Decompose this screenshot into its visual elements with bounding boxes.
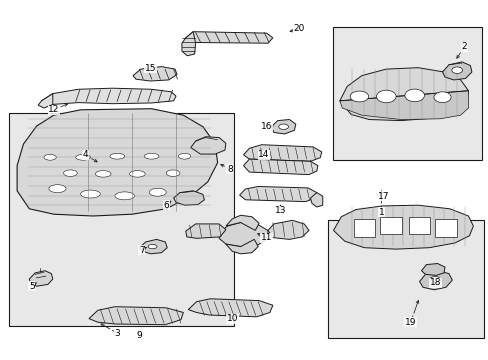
- Polygon shape: [243, 145, 321, 161]
- Polygon shape: [339, 68, 468, 121]
- Text: 12: 12: [48, 105, 60, 114]
- Ellipse shape: [63, 170, 77, 176]
- Text: 18: 18: [428, 278, 440, 287]
- Text: 17: 17: [377, 192, 389, 201]
- Ellipse shape: [49, 185, 66, 193]
- Ellipse shape: [110, 153, 124, 159]
- Ellipse shape: [451, 67, 462, 73]
- Polygon shape: [225, 239, 258, 254]
- Bar: [408, 217, 429, 234]
- Polygon shape: [17, 109, 217, 216]
- Polygon shape: [225, 215, 259, 230]
- Text: 15: 15: [144, 64, 156, 73]
- Polygon shape: [442, 62, 471, 80]
- Text: 2: 2: [461, 42, 467, 51]
- Ellipse shape: [433, 92, 450, 103]
- Text: 20: 20: [293, 24, 305, 33]
- Polygon shape: [419, 271, 451, 290]
- Ellipse shape: [95, 171, 111, 177]
- Polygon shape: [185, 224, 225, 238]
- Ellipse shape: [148, 244, 157, 249]
- Polygon shape: [139, 239, 167, 254]
- Text: 4: 4: [82, 150, 88, 159]
- Ellipse shape: [429, 276, 440, 284]
- Polygon shape: [310, 193, 322, 207]
- Polygon shape: [182, 32, 195, 56]
- Polygon shape: [339, 91, 468, 120]
- Polygon shape: [421, 264, 444, 275]
- Polygon shape: [89, 307, 183, 325]
- Ellipse shape: [278, 124, 288, 130]
- Polygon shape: [188, 299, 272, 317]
- Bar: [9, 113, 233, 326]
- Text: 3: 3: [114, 328, 120, 338]
- Ellipse shape: [349, 91, 368, 102]
- Ellipse shape: [166, 170, 180, 176]
- Ellipse shape: [129, 171, 145, 177]
- Polygon shape: [243, 159, 317, 175]
- Polygon shape: [271, 120, 295, 134]
- Bar: [434, 219, 456, 237]
- Bar: [327, 220, 483, 338]
- Ellipse shape: [178, 153, 190, 159]
- Ellipse shape: [376, 90, 395, 103]
- Text: 6: 6: [163, 201, 169, 210]
- Polygon shape: [267, 220, 308, 239]
- Ellipse shape: [115, 192, 134, 200]
- Text: 7: 7: [139, 246, 144, 255]
- Bar: [332, 27, 481, 160]
- Polygon shape: [133, 67, 177, 81]
- Ellipse shape: [144, 153, 159, 159]
- Ellipse shape: [44, 154, 56, 160]
- Ellipse shape: [149, 188, 166, 196]
- Polygon shape: [173, 191, 204, 205]
- Text: 9: 9: [136, 331, 142, 340]
- Ellipse shape: [76, 154, 90, 160]
- Polygon shape: [29, 271, 53, 286]
- Bar: [380, 217, 401, 234]
- Polygon shape: [185, 32, 272, 43]
- Text: 19: 19: [404, 318, 416, 327]
- Ellipse shape: [404, 89, 424, 102]
- Polygon shape: [333, 205, 472, 249]
- Text: 14: 14: [258, 150, 269, 159]
- Polygon shape: [239, 186, 316, 202]
- Polygon shape: [219, 222, 267, 247]
- Text: 8: 8: [226, 165, 232, 174]
- Text: 10: 10: [226, 314, 238, 323]
- Polygon shape: [190, 137, 225, 154]
- Text: 11: 11: [260, 233, 272, 242]
- Text: 13: 13: [275, 206, 286, 215]
- Polygon shape: [38, 94, 53, 108]
- Text: 16: 16: [260, 122, 272, 131]
- Text: 1: 1: [378, 208, 384, 217]
- Polygon shape: [41, 88, 176, 104]
- Bar: [353, 219, 374, 237]
- Text: 5: 5: [29, 282, 35, 291]
- Ellipse shape: [81, 190, 100, 198]
